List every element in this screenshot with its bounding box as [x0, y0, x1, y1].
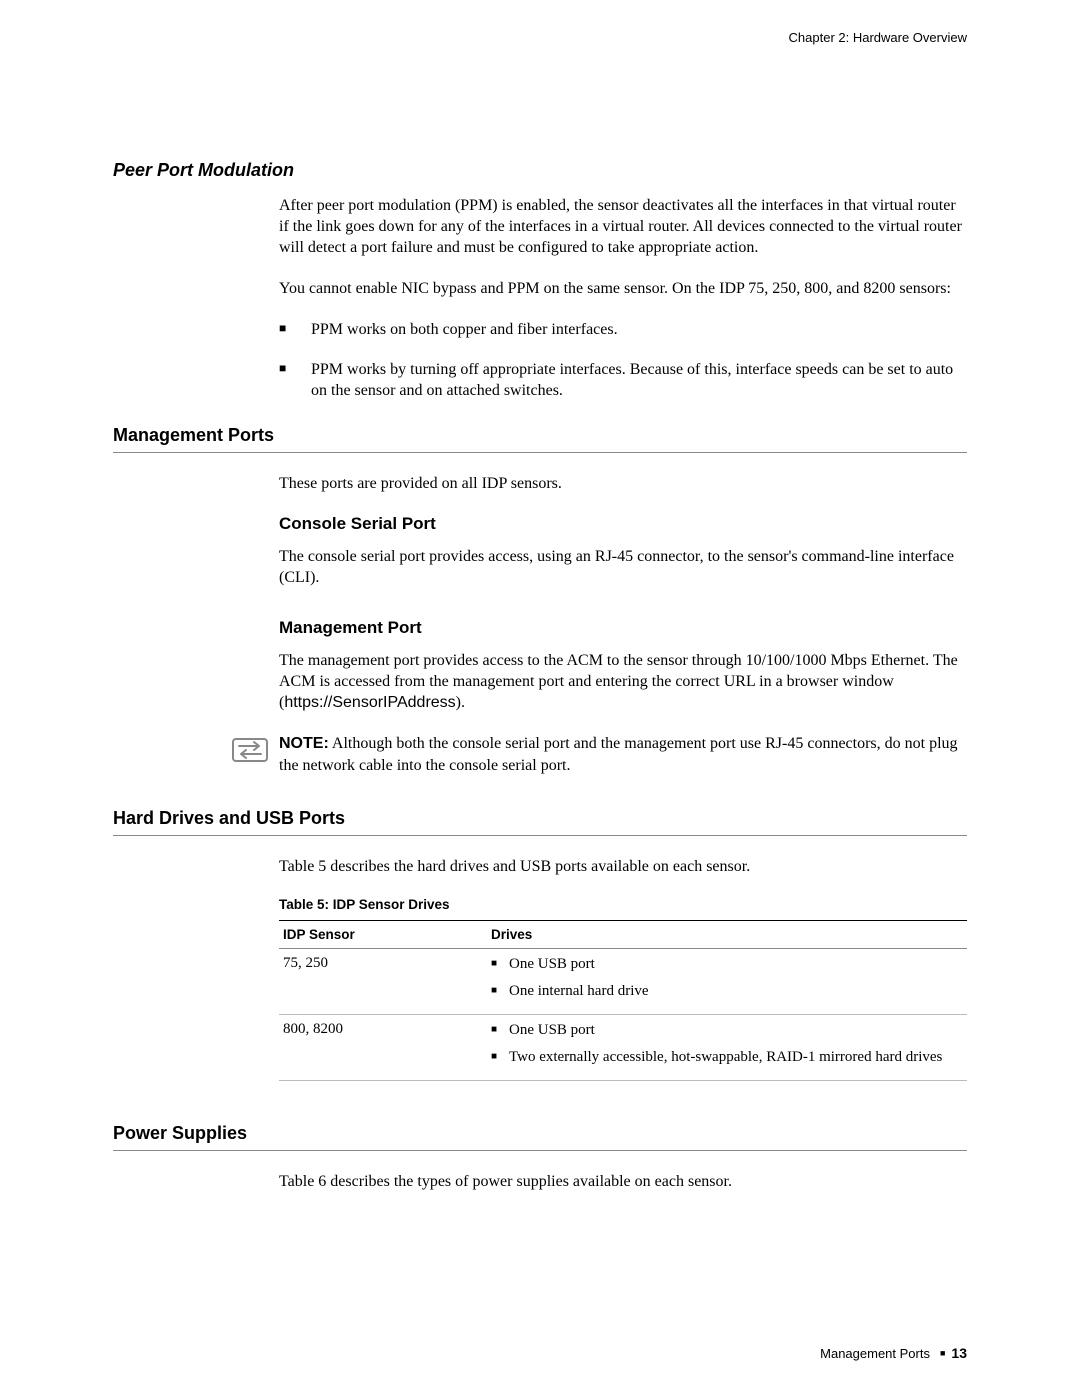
- console-body: The console serial port provides access,…: [279, 546, 967, 588]
- subsection-title-console: Console Serial Port: [279, 514, 967, 534]
- drives-intro: Table 5 describes the hard drives and US…: [279, 856, 967, 877]
- ppm-paragraph-2: You cannot enable NIC bypass and PPM on …: [279, 278, 967, 299]
- mgmt-ports-intro: These ports are provided on all IDP sens…: [279, 473, 967, 494]
- note-body: Although both the console serial port an…: [279, 735, 958, 773]
- table-header-drives: Drives: [487, 920, 967, 948]
- table-row: 75, 250 One USB port One internal hard d…: [279, 948, 967, 1014]
- mgmt-port-url: https://SensorIPAddress: [284, 694, 455, 711]
- note-icon: [229, 735, 271, 770]
- section-title-ppm: Peer Port Modulation: [113, 160, 967, 181]
- section-rule: [113, 452, 967, 453]
- cell-drives: One USB port One internal hard drive: [487, 948, 967, 1014]
- chapter-header: Chapter 2: Hardware Overview: [113, 30, 967, 45]
- mgmt-port-body: The management port provides access to t…: [279, 650, 967, 713]
- page-number: 13: [951, 1345, 967, 1361]
- footer-square-icon: ■: [940, 1348, 945, 1358]
- section-rule: [113, 835, 967, 836]
- cell-sensor: 800, 8200: [279, 1014, 487, 1080]
- page-footer: Management Ports ■ 13: [820, 1345, 967, 1361]
- table-caption: Table 5: IDP Sensor Drives: [279, 897, 967, 912]
- section-title-drives: Hard Drives and USB Ports: [113, 808, 967, 829]
- section-rule: [113, 1150, 967, 1151]
- drive-item: One internal hard drive: [491, 982, 963, 1002]
- note-text: NOTE: Although both the console serial p…: [279, 733, 967, 775]
- ppm-bullet: PPM works by turning off appropriate int…: [279, 359, 967, 401]
- drive-item: One USB port: [491, 1021, 963, 1041]
- ppm-paragraph-1: After peer port modulation (PPM) is enab…: [279, 195, 967, 258]
- sensor-drives-table: IDP Sensor Drives 75, 250 One USB port O…: [279, 920, 967, 1081]
- drive-item: One USB port: [491, 955, 963, 975]
- table-header-sensor: IDP Sensor: [279, 920, 487, 948]
- note-label: NOTE:: [279, 735, 329, 752]
- footer-section: Management Ports: [820, 1346, 930, 1361]
- section-title-mgmt-ports: Management Ports: [113, 425, 967, 446]
- subsection-title-mgmt-port: Management Port: [279, 618, 967, 638]
- drive-item: Two externally accessible, hot-swappable…: [491, 1048, 963, 1068]
- mgmt-port-body-post: ).: [456, 694, 465, 711]
- ppm-bullet: PPM works on both copper and fiber inter…: [279, 319, 967, 340]
- section-title-power: Power Supplies: [113, 1123, 967, 1144]
- cell-sensor: 75, 250: [279, 948, 487, 1014]
- cell-drives: One USB port Two externally accessible, …: [487, 1014, 967, 1080]
- power-intro: Table 6 describes the types of power sup…: [279, 1171, 967, 1192]
- table-row: 800, 8200 One USB port Two externally ac…: [279, 1014, 967, 1080]
